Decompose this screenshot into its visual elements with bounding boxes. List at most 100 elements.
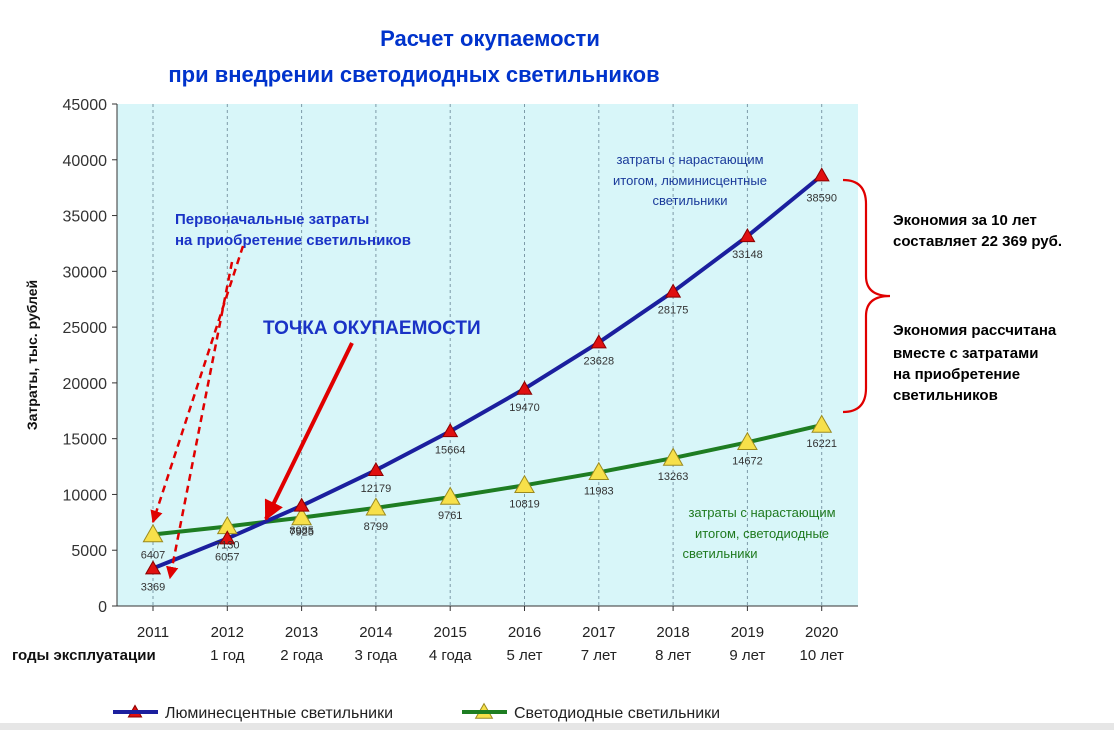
savings-line1: Экономия за 10 лет <box>893 212 1037 229</box>
green-series-point <box>736 431 758 451</box>
payback-point-label: ТОЧКА ОКУПАЕМОСТИ <box>263 318 481 339</box>
x-tick-sublabel: 8 лет <box>655 647 691 664</box>
blue-series-data-label: 38590 <box>806 193 837 205</box>
green-series-note-line2: итогом, светодиодные <box>695 526 829 541</box>
x-tick-sublabel: 7 лет <box>581 647 617 664</box>
x-tick-label: 2015 <box>434 624 467 641</box>
x-tick-sublabel: 5 лет <box>507 647 543 664</box>
y-tick-label: 40000 <box>63 153 108 170</box>
x-tick-sublabel: 3 года <box>355 647 398 664</box>
blue-series-line <box>152 173 823 571</box>
initial-cost-arrow-1 <box>150 245 245 524</box>
savings-line2: составляет 22 369 руб. <box>893 233 1062 250</box>
initial-costs-label-line1: Первоначальные затраты <box>175 211 369 228</box>
x-tick-sublabel: 10 лет <box>800 647 844 664</box>
blue-series-point <box>739 228 756 243</box>
blue-series-data-label: 8985 <box>289 525 313 537</box>
blue-series-point <box>144 560 162 575</box>
green-series-point <box>588 461 610 481</box>
y-tick-label: 25000 <box>63 320 108 337</box>
blue-series-point <box>590 334 607 349</box>
legend-blue-label: Люминесцентные светильники <box>165 705 393 722</box>
y-tick-label: 0 <box>98 599 107 616</box>
green-series-data-label: 14672 <box>732 455 763 467</box>
chart-title-line2: при внедрении светодиодных светильников <box>168 62 659 87</box>
blue-series-note-line1: затраты с нарастающим <box>616 152 763 167</box>
blue-series-point <box>665 283 682 298</box>
y-tick-label: 20000 <box>63 376 108 393</box>
green-series-point <box>811 414 833 433</box>
series-layer: 3369 6057 8985 12179 15664 19470 23628 28175 331… <box>127 167 837 719</box>
y-tick-label: 10000 <box>63 487 108 504</box>
blue-series-note: затраты с нарастающим итогом, люминисцен… <box>613 152 767 208</box>
x-tick-sublabel: 9 лет <box>729 647 765 664</box>
green-series-point <box>365 497 387 516</box>
bottom-strip <box>0 723 1114 730</box>
x-tick-label: 2020 <box>805 624 838 641</box>
blue-series-data-label: 28175 <box>658 305 689 317</box>
savings-note-line4: светильников <box>893 387 998 404</box>
green-series-note-line1: затраты с нарастающим <box>688 505 835 520</box>
savings-note-line3: на приобретение <box>893 366 1020 383</box>
blue-series-point <box>367 461 384 477</box>
blue-series-point <box>813 167 830 182</box>
x-tick-label: 2012 <box>211 624 244 641</box>
blue-series-data-label: 15664 <box>435 444 466 456</box>
payback-point-arrow <box>264 342 354 521</box>
y-tick-label: 5000 <box>71 543 107 560</box>
green-series-data-label: 16221 <box>806 438 837 450</box>
plot-area <box>117 104 858 606</box>
green-series-point <box>662 447 684 466</box>
green-series-data-label: 7925 <box>289 527 313 539</box>
x-tick-sublabel: 2 года <box>280 647 323 664</box>
x-tick-label: 2014 <box>359 624 392 641</box>
y-tick-label: 30000 <box>63 264 108 281</box>
x-tick-label: 2013 <box>285 624 318 641</box>
green-series-point <box>142 523 164 543</box>
x-tick-sublabel: 1 год <box>210 647 245 664</box>
green-series-point <box>291 506 313 526</box>
blue-series-data-label: 6057 <box>215 551 239 563</box>
x-tick-label: 2017 <box>582 624 615 641</box>
green-series-data-label: 8799 <box>364 521 388 533</box>
blue-series-point <box>442 423 459 438</box>
green-series-point <box>439 486 461 505</box>
green-series-data-label: 7130 <box>215 539 239 551</box>
blue-series-point <box>516 380 533 395</box>
legend-green-label: Светодиодные светильники <box>514 705 720 722</box>
blue-series-data-label: 12179 <box>361 483 392 495</box>
legend: Люминесцентные светильники Светодиодные с… <box>113 705 720 722</box>
green-series-data-label: 11983 <box>584 485 614 497</box>
x-axis-title: годы эксплуатации <box>12 647 156 664</box>
x-tick-label: 2019 <box>731 624 764 641</box>
green-series-data-label: 9761 <box>438 510 462 522</box>
y-axis: 0 5000 10000 15000 20000 25000 30000 35000 40000… <box>63 97 118 616</box>
savings-note-line2: вместе с затратами <box>893 345 1038 362</box>
green-series-note: затраты с нарастающим итогом, светодиодн… <box>682 505 835 561</box>
x-tick-label: 2016 <box>508 624 541 641</box>
x-tick-sublabel: 4 года <box>429 647 472 664</box>
green-series-data-label: 13263 <box>658 471 689 483</box>
y-tick-label: 35000 <box>63 209 108 226</box>
savings-brace <box>842 178 891 414</box>
blue-series-note-line3: светильники <box>652 193 727 208</box>
blue-series-point <box>219 530 236 545</box>
blue-series-note-line2: итогом, люминисцентные <box>613 173 767 188</box>
blue-series-point <box>293 497 310 512</box>
x-axis: 2011 2012 1 год 2013 2 года 2014 3 года 2015 4 г… <box>117 605 858 664</box>
green-series-point <box>514 474 535 494</box>
blue-series-data-label: 23628 <box>584 355 615 367</box>
blue-series-data-label: 3369 <box>141 581 165 593</box>
green-series-note-line3: светильники <box>682 546 757 561</box>
green-series-data-label: 10819 <box>509 498 540 510</box>
y-tick-label: 15000 <box>63 432 108 449</box>
blue-series-data-label: 33148 <box>732 249 763 261</box>
y-axis-title: Затраты, тыс. рублей <box>24 280 40 430</box>
x-tick-label: 2018 <box>656 624 689 641</box>
y-tick-label: 45000 <box>63 97 108 114</box>
green-series-data-label: 6407 <box>141 550 165 562</box>
initial-cost-arrow-2 <box>166 261 234 580</box>
blue-series-data-label: 19470 <box>509 402 540 414</box>
initial-costs-label-line2: на приобретение светильников <box>175 232 411 249</box>
